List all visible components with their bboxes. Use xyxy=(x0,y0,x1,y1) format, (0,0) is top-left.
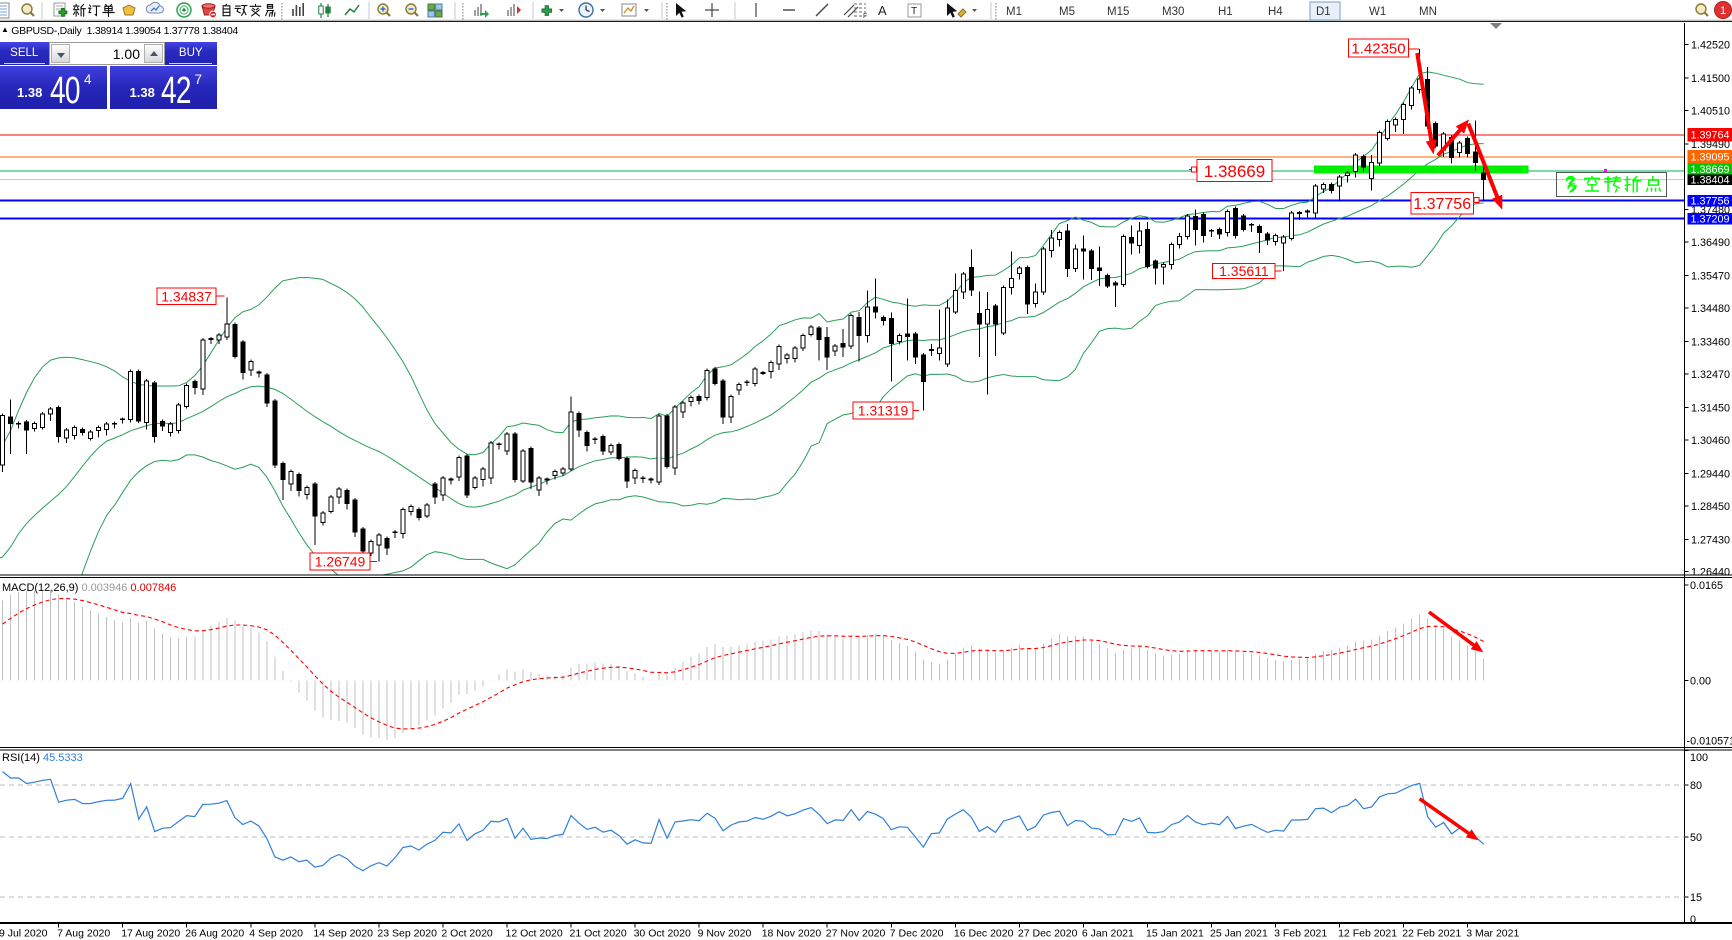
svg-text:1.39490: 1.39490 xyxy=(1691,139,1730,151)
svg-text:1.31450: 1.31450 xyxy=(1691,403,1730,415)
svg-text:1: 1 xyxy=(1720,5,1726,17)
svg-text:27 Nov 2020: 27 Nov 2020 xyxy=(826,928,886,940)
svg-text:1.36490: 1.36490 xyxy=(1691,237,1730,249)
svg-text:23 Sep 2020: 23 Sep 2020 xyxy=(377,928,437,940)
svg-text:1.30460: 1.30460 xyxy=(1691,435,1730,447)
svg-text:1.42350: 1.42350 xyxy=(1351,40,1405,57)
svg-text:1.38669: 1.38669 xyxy=(1691,164,1730,176)
svg-text:1.39095: 1.39095 xyxy=(1691,152,1730,164)
svg-text:3 Mar 2021: 3 Mar 2021 xyxy=(1466,928,1519,940)
svg-text:0.00: 0.00 xyxy=(1690,676,1711,688)
svg-text:1.34837: 1.34837 xyxy=(161,288,212,304)
svg-text:1.27430: 1.27430 xyxy=(1691,534,1730,546)
svg-text:18 Nov 2020: 18 Nov 2020 xyxy=(762,928,822,940)
svg-text:1.39764: 1.39764 xyxy=(1691,130,1730,142)
svg-text:14 Sep 2020: 14 Sep 2020 xyxy=(313,928,373,940)
svg-text:7 Aug 2020: 7 Aug 2020 xyxy=(57,928,110,940)
svg-text:25 Jan 2021: 25 Jan 2021 xyxy=(1210,928,1268,940)
svg-text:1.42520: 1.42520 xyxy=(1691,40,1730,52)
svg-text:2 Oct 2020: 2 Oct 2020 xyxy=(441,928,493,940)
svg-text:T: T xyxy=(911,6,917,17)
svg-text:1.33460: 1.33460 xyxy=(1691,337,1730,349)
svg-text:1.26749: 1.26749 xyxy=(315,554,366,570)
svg-text:1.31319: 1.31319 xyxy=(858,403,909,419)
svg-text:0.0165: 0.0165 xyxy=(1690,580,1723,592)
svg-text:80: 80 xyxy=(1690,780,1702,792)
svg-text:W1: W1 xyxy=(1369,6,1386,18)
svg-text:M30: M30 xyxy=(1162,6,1184,18)
svg-text:12 Feb 2021: 12 Feb 2021 xyxy=(1338,928,1397,940)
svg-text:1.32470: 1.32470 xyxy=(1691,369,1730,381)
svg-text:A: A xyxy=(878,3,887,18)
svg-text:H4: H4 xyxy=(1268,6,1283,18)
svg-text:4 Sep 2020: 4 Sep 2020 xyxy=(249,928,303,940)
svg-text:1.35470: 1.35470 xyxy=(1691,271,1730,283)
svg-text:12 Oct 2020: 12 Oct 2020 xyxy=(506,928,563,940)
svg-text:17 Aug 2020: 17 Aug 2020 xyxy=(121,928,180,940)
svg-text:27 Dec 2020: 27 Dec 2020 xyxy=(1018,928,1078,940)
svg-text:21 Oct 2020: 21 Oct 2020 xyxy=(570,928,627,940)
svg-text:1.34480: 1.34480 xyxy=(1691,303,1730,315)
svg-text:30 Oct 2020: 30 Oct 2020 xyxy=(634,928,691,940)
svg-text:100: 100 xyxy=(1690,752,1708,764)
svg-text:7 Dec 2020: 7 Dec 2020 xyxy=(890,928,944,940)
svg-text:1.29440: 1.29440 xyxy=(1691,468,1730,480)
svg-text:M5: M5 xyxy=(1059,6,1075,18)
svg-text:1.38404: 1.38404 xyxy=(1691,175,1730,187)
svg-text:1.40510: 1.40510 xyxy=(1691,105,1730,117)
svg-text:16 Dec 2020: 16 Dec 2020 xyxy=(954,928,1014,940)
svg-text:22 Feb 2021: 22 Feb 2021 xyxy=(1402,928,1461,940)
svg-text:1.26440: 1.26440 xyxy=(1691,567,1730,579)
svg-text:1.41500: 1.41500 xyxy=(1691,73,1730,85)
svg-text:1.28450: 1.28450 xyxy=(1691,501,1730,513)
svg-text:15: 15 xyxy=(1690,892,1702,904)
svg-text:M15: M15 xyxy=(1107,6,1129,18)
svg-text:1.37209: 1.37209 xyxy=(1691,213,1730,225)
svg-text:1.38669: 1.38669 xyxy=(1204,162,1265,181)
svg-text:3 Feb 2021: 3 Feb 2021 xyxy=(1274,928,1327,940)
svg-text:MACD(12,26,9) 0.003946 0.00784: MACD(12,26,9) 0.003946 0.007846 xyxy=(2,582,176,594)
svg-text:15 Jan 2021: 15 Jan 2021 xyxy=(1146,928,1204,940)
svg-text:26 Aug 2020: 26 Aug 2020 xyxy=(185,928,244,940)
svg-text:-0.010571: -0.010571 xyxy=(1687,736,1732,748)
svg-text:6 Jan 2021: 6 Jan 2021 xyxy=(1082,928,1134,940)
svg-text:50: 50 xyxy=(1690,832,1702,844)
svg-text:H1: H1 xyxy=(1218,6,1233,18)
svg-text:29 Jul 2020: 29 Jul 2020 xyxy=(0,928,48,940)
svg-text:9 Nov 2020: 9 Nov 2020 xyxy=(698,928,752,940)
svg-text:RSI(14) 45.5333: RSI(14) 45.5333 xyxy=(2,752,83,764)
svg-text:D1: D1 xyxy=(1316,6,1331,18)
svg-text:1.37756: 1.37756 xyxy=(1691,196,1730,208)
svg-text:MN: MN xyxy=(1419,6,1437,18)
svg-text:M1: M1 xyxy=(1006,6,1022,18)
svg-text:F: F xyxy=(863,13,867,20)
svg-text:1.37756: 1.37756 xyxy=(1413,196,1471,213)
svg-text:1.35611: 1.35611 xyxy=(1219,263,1269,279)
svg-text:0: 0 xyxy=(1690,914,1696,926)
